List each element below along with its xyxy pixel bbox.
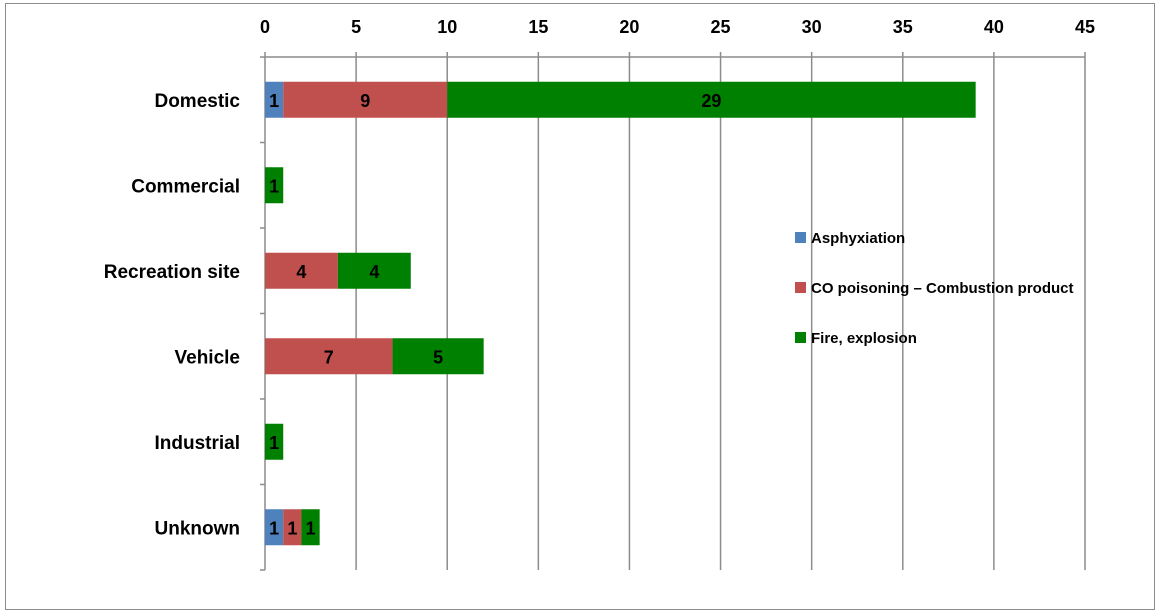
legend-swatch [795,232,806,243]
bar-segment [265,167,284,204]
data-label: 7 [324,347,334,367]
data-label: 1 [269,91,279,111]
bar-segment [265,81,284,118]
data-label: 1 [306,518,316,538]
x-tick-label: 35 [893,17,913,37]
gridlines [355,57,1086,570]
bar-segment [265,252,338,289]
legend-swatch [795,332,806,343]
bars [265,81,976,546]
bar-segment [392,338,484,375]
bar-segment [265,509,284,546]
data-label: 9 [360,91,370,111]
bar-segment [265,423,284,460]
bar-segment [283,81,448,118]
category-label: Domestic [154,91,240,112]
x-tick-label: 45 [1075,17,1095,37]
category-label: Recreation site [104,262,240,283]
legend-swatch [795,282,806,293]
data-label: 1 [269,518,279,538]
x-tick-label: 15 [528,17,548,37]
legend: Asphyxiation CO poisoning – Combustion pr… [795,230,1073,347]
category-label: Unknown [155,518,241,539]
x-tick-label: 10 [437,17,457,37]
x-tick-label: 5 [351,17,361,37]
data-label: 1 [287,518,297,538]
data-label: 5 [433,347,443,367]
category-label: Industrial [154,433,240,454]
x-tick-label: 20 [619,17,639,37]
bar-segment [265,338,393,375]
data-label: 29 [701,91,721,111]
x-tick-label: 0 [260,17,270,37]
bar-segment [283,509,302,546]
legend-label: Asphyxiation [811,230,905,247]
bar-segment [337,252,411,289]
bar-segment [301,509,320,546]
x-tick-label: 25 [711,17,731,37]
axes [260,52,1086,571]
x-tick-label: 30 [802,17,822,37]
data-label: 1 [269,433,279,453]
bar-segment [447,81,976,118]
data-label: 4 [296,262,306,282]
legend-label: Fire, explosion [811,330,917,347]
data-label: 1 [269,176,279,196]
legend-label: CO poisoning – Combustion product [811,280,1073,297]
x-tick-label: 40 [984,17,1004,37]
category-label: Commercial [131,176,240,197]
data-label: 4 [369,262,379,282]
category-label: Vehicle [175,347,241,368]
